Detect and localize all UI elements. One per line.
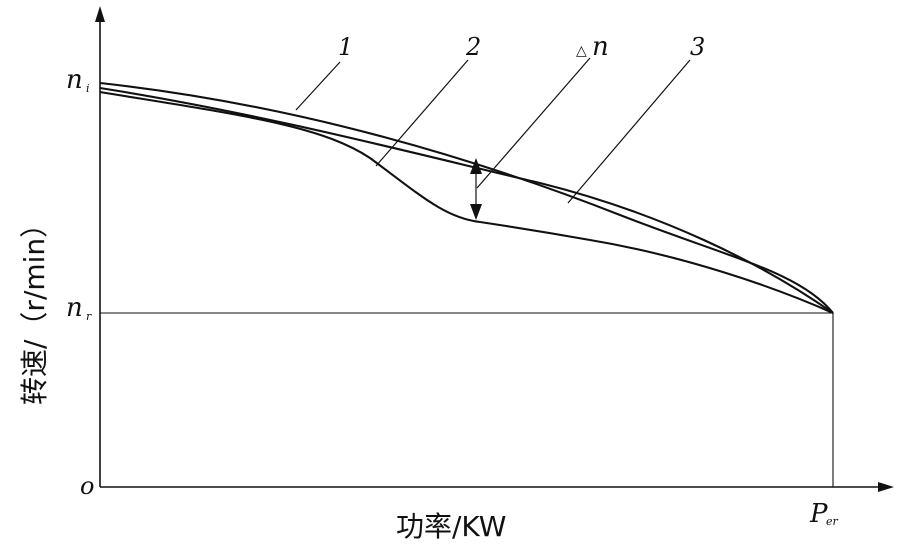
leader-curve-2 — [375, 59, 469, 167]
x-axis-title: 功率/KW — [396, 510, 506, 543]
nr-label: n — [66, 293, 83, 323]
curve-3 — [99, 86, 834, 314]
curve-3-label: 3 — [690, 33, 705, 61]
leader-delta-n — [476, 57, 591, 189]
nr-subscript: r — [86, 310, 92, 323]
curve-2 — [99, 90, 834, 314]
x-axis-arrow — [878, 482, 894, 492]
per-label: P — [809, 499, 828, 529]
delta-n-label: n — [592, 32, 609, 62]
per-subscript: er — [826, 515, 839, 528]
ni-subscript: i — [86, 82, 90, 95]
y-axis-title: 转速/（r/min） — [18, 210, 51, 405]
ni-label: n — [66, 65, 83, 95]
curve-1-label: 1 — [338, 33, 353, 61]
delta-n-arrowhead-up — [470, 158, 482, 174]
y-axis-arrow — [95, 6, 105, 22]
curve-2-label: 2 — [465, 33, 481, 61]
delta-symbol: △ — [576, 43, 587, 59]
leader-curve-1 — [295, 61, 341, 111]
leader-curve-3 — [567, 59, 691, 204]
origin-label: o — [80, 472, 94, 500]
delta-n-arrowhead-down — [470, 204, 482, 220]
curve-1 — [99, 81, 834, 314]
